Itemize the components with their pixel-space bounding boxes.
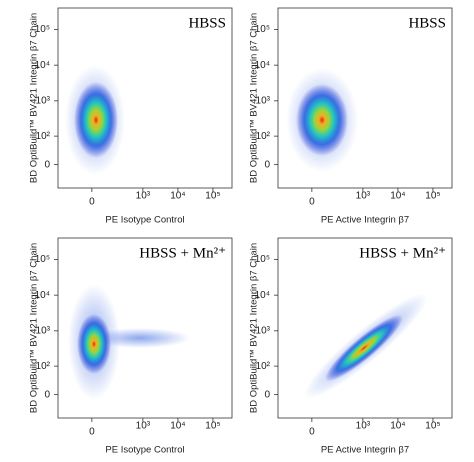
panel: 0 10³ 10⁴ 10⁵ 0 10² 10³ 10⁴ 10⁵ HBSS + Mn²⁺ PE Iso… [29,237,233,456]
x-tick-label: 0 [309,427,315,438]
y-tick-label: 10³ [256,325,271,336]
y-tick-label: 10² [256,131,271,142]
plot-frame [57,237,233,419]
y-axis-label: BD OptiBuild™ BV421 Integrin β7 Chain [249,243,260,413]
x-tick-label: 10³ [136,421,151,432]
y-tick-label: 10³ [256,95,271,106]
panel: 0 10³ 10⁴ 10⁵ 0 10² 10³ 10⁴ 10⁵ HBSS + Mn²⁺ PE Act… [249,237,453,456]
plot-frame [277,7,453,189]
x-axis-label: PE Isotype Control [105,445,184,456]
panel-title: HBSS + Mn²⁺ [359,245,446,261]
y-axis-label: BD OptiBuild™ BV421 Integrin β7 Chain [29,243,40,413]
y-tick-label: 10⁵ [255,254,270,265]
y-tick-label: 10⁵ [35,24,50,35]
x-tick-label: 10⁴ [170,191,185,202]
y-tick-label: 10³ [36,325,51,336]
x-tick-label: 10³ [356,421,371,432]
x-tick-label: 10³ [136,191,151,202]
plot-frame [277,237,453,419]
x-tick-label: 10³ [356,191,371,202]
y-tick-label: 10³ [36,95,51,106]
y-tick-label: 10⁴ [255,60,270,71]
y-tick-label: 10⁵ [35,254,50,265]
density-cloud [74,82,118,158]
density-cloud [325,314,403,382]
y-tick-label: 0 [264,389,270,400]
y-axis-label: BD OptiBuild™ BV421 Integrin β7 Chain [249,13,260,183]
x-axis-label: PE Isotype Control [105,215,184,226]
x-axis-label: PE Active Integrin β7 [321,215,409,226]
x-tick-label: 0 [309,197,315,208]
y-tick-label: 0 [44,389,50,400]
x-axis-label: PE Active Integrin β7 [321,445,409,456]
density-cloud [90,328,190,348]
y-tick-label: 10⁵ [255,24,270,35]
x-tick-label: 10⁵ [425,191,440,202]
panel-title: HBSS [408,15,446,31]
x-tick-label: 0 [89,427,95,438]
panel-title: HBSS + Mn²⁺ [139,245,226,261]
y-tick-label: 10⁴ [255,290,270,301]
y-tick-label: 10² [36,131,51,142]
x-tick-label: 10⁴ [390,421,405,432]
y-tick-label: 10² [36,361,51,372]
y-tick-label: 0 [44,159,50,170]
y-tick-label: 10² [256,361,271,372]
x-tick-label: 10⁴ [390,191,405,202]
x-tick-label: 10⁴ [170,421,185,432]
y-tick-label: 10⁴ [35,290,50,301]
x-tick-label: 0 [89,197,95,208]
x-tick-label: 10⁵ [425,421,440,432]
x-tick-label: 10⁵ [205,421,220,432]
y-axis-label: BD OptiBuild™ BV421 Integrin β7 Chain [29,13,40,183]
y-tick-label: 0 [264,159,270,170]
y-tick-label: 10⁴ [35,60,50,71]
panel: 0 10³ 10⁴ 10⁵ 0 10² 10³ 10⁴ 10⁵ HBSS PE Isotype Co… [29,7,233,226]
panel-title: HBSS [188,15,226,31]
x-tick-label: 10⁵ [205,191,220,202]
plot-frame [57,7,233,189]
panel: 0 10³ 10⁴ 10⁵ 0 10² 10³ 10⁴ 10⁵ HBSS PE Active Int… [249,7,453,226]
density-cloud [296,84,348,156]
density-cloud [77,314,111,374]
